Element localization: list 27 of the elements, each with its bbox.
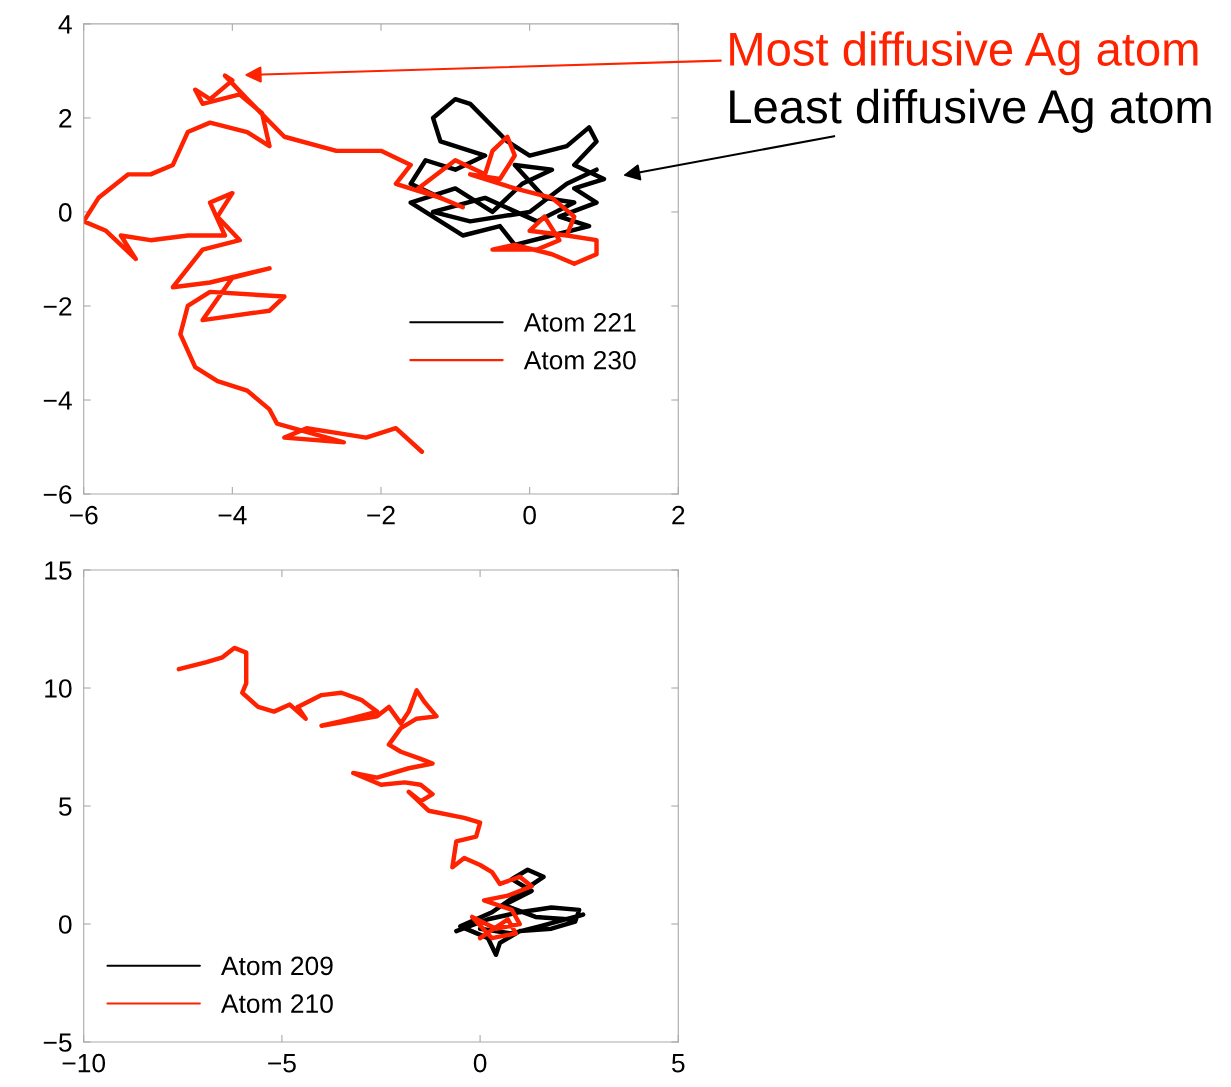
x-tick-label: −2 bbox=[367, 505, 395, 525]
x-tick-label: 0 bbox=[473, 1053, 487, 1073]
line-series bbox=[176, 645, 534, 941]
y-tick-label: 2 bbox=[59, 109, 72, 128]
y-tick-label: 15 bbox=[45, 561, 72, 580]
legend-label: Atom 230 bbox=[523, 350, 636, 370]
line-series bbox=[408, 96, 607, 248]
x-tick-label: −10 bbox=[62, 1053, 106, 1073]
legend-label: Atom 210 bbox=[220, 994, 333, 1014]
y-tick-label: −5 bbox=[43, 1033, 72, 1052]
y-tick-label: 5 bbox=[58, 797, 72, 816]
text: Most diffusive Ag atom bbox=[730, 31, 1198, 76]
x-tick-label: −5 bbox=[268, 1054, 296, 1073]
legend-label: Atom 221 bbox=[523, 313, 636, 332]
y-tick-label: 4 bbox=[58, 15, 72, 34]
y-tick-label: 10 bbox=[45, 679, 72, 698]
x-tick-label: 5 bbox=[672, 1054, 685, 1073]
legend-label: Atom 209 bbox=[220, 956, 333, 976]
y-tick-label: −2 bbox=[43, 297, 72, 316]
y-tick-label: 0 bbox=[58, 203, 72, 222]
x-tick-label: −4 bbox=[218, 506, 247, 525]
y-tick-label: 0 bbox=[58, 915, 72, 934]
x-tick-label: 0 bbox=[523, 505, 536, 525]
text: Least diffusive Ag atom bbox=[730, 88, 1211, 133]
x-tick-label: 2 bbox=[672, 505, 685, 525]
y-tick-label: −4 bbox=[43, 391, 72, 410]
y-tick-label: −6 bbox=[43, 485, 72, 504]
